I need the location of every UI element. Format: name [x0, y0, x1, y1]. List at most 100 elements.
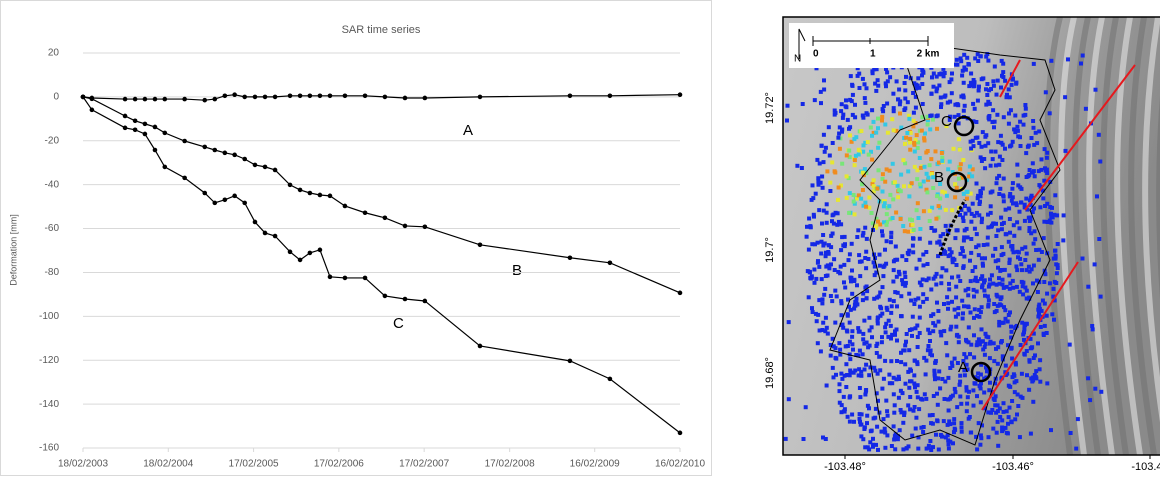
pixel: [899, 125, 904, 130]
pixel: [870, 71, 875, 76]
pixel: [966, 304, 970, 309]
pixel: [874, 344, 879, 348]
pixel: [875, 321, 880, 326]
pixel: [786, 320, 791, 325]
pixel: [912, 381, 917, 386]
pixel: [1024, 151, 1029, 156]
pixel: [823, 254, 828, 259]
data-point: [182, 96, 187, 102]
pixel: [907, 184, 912, 189]
pixel: [915, 177, 920, 182]
data-point: [232, 193, 237, 199]
pixel: [863, 445, 868, 450]
pixel: [1031, 61, 1036, 66]
pixel: [947, 117, 952, 122]
pixel: [931, 445, 935, 450]
pixel: [922, 164, 927, 169]
pixel: [921, 263, 926, 268]
pixel: [900, 254, 905, 259]
pixel: [967, 389, 971, 394]
pixel: [890, 161, 895, 166]
pixel: [952, 257, 957, 262]
pixel: [963, 288, 968, 293]
pixel: [842, 234, 847, 239]
pixel: [1014, 264, 1019, 269]
data-point: [677, 430, 683, 436]
pixel: [845, 373, 850, 377]
pixel: [821, 208, 826, 213]
pixel: [1045, 201, 1050, 206]
pixel: [972, 106, 977, 111]
pixel: [895, 290, 900, 295]
pixel: [1041, 331, 1046, 336]
pixel: [1000, 357, 1005, 362]
data-point: [80, 94, 86, 100]
pixel: [980, 339, 985, 344]
pixel: [1044, 331, 1049, 335]
pixel: [977, 202, 982, 206]
pixel: [929, 287, 934, 292]
pixel: [1027, 229, 1032, 233]
pixel: [918, 184, 923, 189]
data-point: [422, 298, 428, 304]
pixel: [1024, 288, 1029, 293]
pixel: [1006, 415, 1011, 420]
pixel: [795, 163, 800, 168]
pixel: [894, 377, 899, 382]
pixel: [852, 137, 857, 142]
data-point: [307, 190, 313, 196]
pixel: [1006, 421, 1010, 426]
pixel: [917, 236, 922, 241]
data-point: [212, 96, 218, 102]
pixel: [1053, 253, 1058, 258]
pixel: [1012, 390, 1017, 395]
pixel: [1034, 376, 1039, 381]
pixel: [917, 85, 922, 90]
urban-outline: [829, 44, 1061, 446]
data-point: [567, 93, 573, 99]
pixel: [939, 281, 944, 286]
pixel: [934, 74, 939, 79]
pixel: [945, 422, 950, 427]
data-point: [202, 190, 208, 196]
pixel: [1097, 237, 1102, 241]
pixel: [992, 302, 997, 306]
pixel: [933, 228, 938, 233]
pixel: [988, 380, 992, 385]
pixel: [1020, 268, 1024, 273]
pixel: [973, 265, 978, 270]
pixel: [1009, 82, 1014, 87]
pixel: [995, 403, 1000, 408]
pixel: [853, 102, 857, 107]
site-marker: [970, 361, 992, 383]
pixel: [830, 160, 835, 165]
pixel: [904, 339, 908, 344]
pixel: [888, 240, 893, 245]
pixel: [997, 162, 1002, 167]
pixel: [978, 433, 983, 438]
pixel: [1054, 271, 1059, 276]
data-point: [317, 247, 323, 253]
pixel: [930, 117, 935, 122]
pixel: [991, 79, 996, 84]
pixel: [962, 254, 967, 259]
pixel: [1014, 203, 1019, 208]
pixel: [956, 312, 961, 317]
pixel: [945, 295, 950, 300]
pixel: [922, 355, 927, 360]
pixel: [876, 83, 881, 88]
pixel: [968, 310, 973, 315]
pixel: [865, 140, 870, 145]
pixel: [885, 409, 890, 414]
pixel: [814, 66, 819, 71]
pixel: [852, 158, 857, 163]
pixel: [856, 353, 861, 358]
pixel: [833, 210, 838, 215]
pixel: [1024, 268, 1029, 273]
pixel: [947, 80, 952, 85]
pixel: [908, 147, 913, 152]
pixel: [898, 99, 903, 104]
pixel: [997, 276, 1001, 281]
pixel: [900, 278, 905, 283]
pixel: [870, 108, 875, 113]
